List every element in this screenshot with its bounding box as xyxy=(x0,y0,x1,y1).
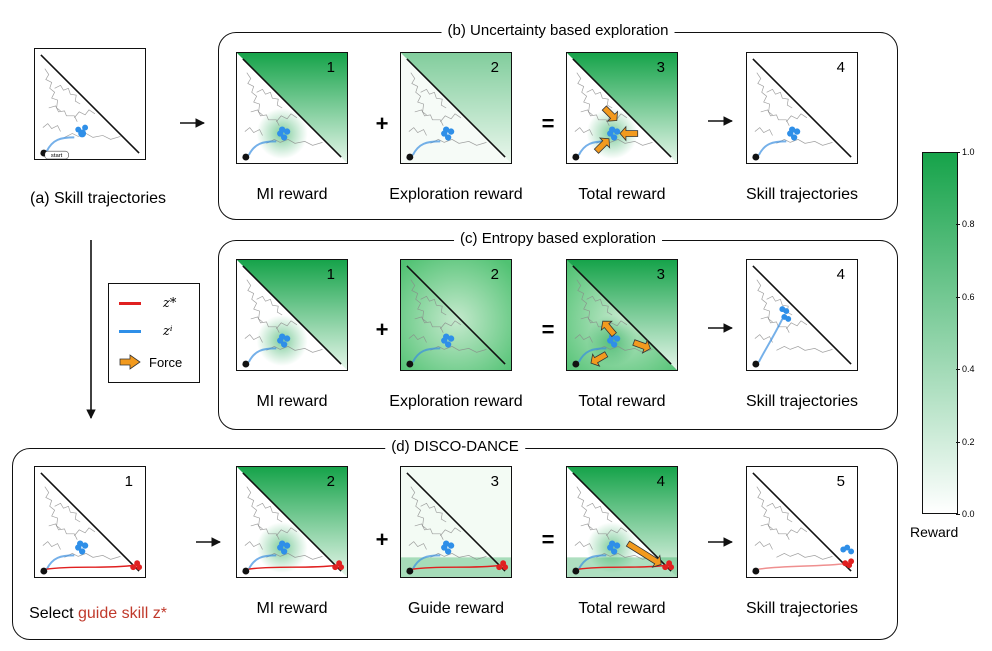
panel-a-skill-trajectories: start xyxy=(34,48,146,160)
arrow-right-icon xyxy=(708,116,733,126)
arrow-down-icon xyxy=(86,240,96,419)
maze-plot xyxy=(567,53,677,163)
legend-label: Force xyxy=(149,354,183,370)
panel-explore-b: 2 xyxy=(400,52,512,164)
panel-number: 4 xyxy=(656,473,665,490)
panel-number: 5 xyxy=(836,473,845,490)
maze-wall xyxy=(40,54,140,154)
panel-guide: 3 xyxy=(400,466,512,578)
colorbar-tick-label: 0.2 xyxy=(962,436,975,447)
colorbar-tick-mark xyxy=(956,441,960,443)
panel-number: 2 xyxy=(490,266,499,283)
guide-skill-label: guide skill z* xyxy=(77,605,167,622)
colorbar-tick-label: 0.0 xyxy=(962,509,975,519)
operator-symbol: = xyxy=(541,527,555,552)
legend-item-z-i: zⁱ xyxy=(119,324,172,339)
panel-caption: Guide reward xyxy=(407,600,505,617)
arrow-right-icon xyxy=(708,537,733,547)
panel-caption: Total reward xyxy=(578,186,666,203)
colorbar-tick-mark xyxy=(956,152,960,153)
panel-number: 3 xyxy=(656,266,665,283)
colorbar-tick-mark xyxy=(956,224,960,226)
colorbar-tick-mark xyxy=(956,514,960,515)
operator-symbol: + xyxy=(375,317,389,342)
maze-plot xyxy=(237,53,347,163)
legend-label: z* xyxy=(163,296,177,311)
panel-caption: Total reward xyxy=(578,600,666,617)
colorbar-tick-label: 0.4 xyxy=(962,364,975,375)
panel-mi-d: 2 xyxy=(236,466,348,578)
colorbar-label: Reward xyxy=(910,524,959,540)
panel-traj-d: 5 xyxy=(746,466,858,578)
panel-caption: MI reward xyxy=(256,600,328,617)
panel-number: 2 xyxy=(326,473,335,490)
colorbar-tick-mark xyxy=(956,296,960,298)
maze-plot xyxy=(401,467,511,577)
legend: z* zⁱ Force xyxy=(108,283,200,383)
arrow-right-icon xyxy=(180,118,205,128)
panel-number: 1 xyxy=(124,473,133,490)
panel-mi: 1 xyxy=(236,52,348,164)
maze-plot: start xyxy=(40,54,140,159)
maze-plot xyxy=(752,265,852,368)
panel-number: 3 xyxy=(656,59,665,76)
maze-plot xyxy=(237,467,347,577)
maze-plot xyxy=(40,472,143,575)
maze-plot xyxy=(567,467,677,577)
legend-label: zⁱ xyxy=(163,324,173,339)
panel-number: 4 xyxy=(836,59,845,76)
group-c-title: (c) Entropy based exploration xyxy=(454,230,662,247)
arrow-right-icon xyxy=(708,323,733,333)
maze-plot xyxy=(237,260,347,370)
operator-symbol: = xyxy=(541,111,555,136)
panel-number: 4 xyxy=(836,266,845,283)
panel-traj-c: 4 xyxy=(746,259,858,371)
red-line-icon xyxy=(119,302,141,305)
panel-total: 3 xyxy=(566,52,678,164)
legend-item-z-star: z* xyxy=(119,296,176,311)
start-label: start xyxy=(51,153,63,159)
maze-plot xyxy=(567,260,677,370)
panel-number: 1 xyxy=(326,266,335,283)
panel-mi-c: 1 xyxy=(236,259,348,371)
operator-symbol: + xyxy=(375,527,389,552)
maze-plot xyxy=(401,53,511,163)
blue-line-icon xyxy=(119,330,141,333)
legend-item-force: Force xyxy=(119,354,182,370)
panel-caption: MI reward xyxy=(256,393,328,410)
panel-caption: MI reward xyxy=(256,186,328,203)
colorbar-tick-mark xyxy=(956,369,960,371)
panel-caption: Skill trajectories xyxy=(745,600,859,617)
group-b-title: (b) Uncertainty based exploration xyxy=(441,22,675,39)
arrow-right-icon xyxy=(196,537,221,547)
panel-total-c: 3 xyxy=(566,259,678,371)
colorbar-gradient xyxy=(922,152,958,514)
caption-a: (a) Skill trajectories xyxy=(29,190,167,207)
colorbar-tick-label: 0.6 xyxy=(962,291,975,302)
panel-caption: Skill trajectories xyxy=(745,393,859,410)
colorbar-tick-label: 0.8 xyxy=(962,219,975,230)
panel-number: 3 xyxy=(490,473,499,490)
group-d-title: (d) DISCO-DANCE xyxy=(385,438,525,455)
panel-explore-c: 2 xyxy=(400,259,512,371)
operator-symbol: + xyxy=(375,111,389,136)
caption-d1: Select guide skill z* xyxy=(29,605,167,623)
panel-caption: Skill trajectories xyxy=(745,186,859,203)
colorbar-tick-label: 1.0 xyxy=(962,147,975,157)
force-arrow-icon xyxy=(119,354,141,370)
select-prefix: Select xyxy=(29,605,78,622)
maze-plot xyxy=(752,58,852,161)
panel-sel: 1 xyxy=(34,466,146,578)
operator-symbol: = xyxy=(541,317,555,342)
panel-number: 2 xyxy=(490,59,499,76)
maze-plot xyxy=(752,472,855,575)
panel-caption: Exploration reward xyxy=(389,393,523,410)
panel-total-d: 4 xyxy=(566,466,678,578)
panel-caption: Total reward xyxy=(578,393,666,410)
maze-plot xyxy=(401,260,511,370)
panel-number: 1 xyxy=(326,59,335,76)
panel-traj: 4 xyxy=(746,52,858,164)
panel-caption: Exploration reward xyxy=(389,186,523,203)
